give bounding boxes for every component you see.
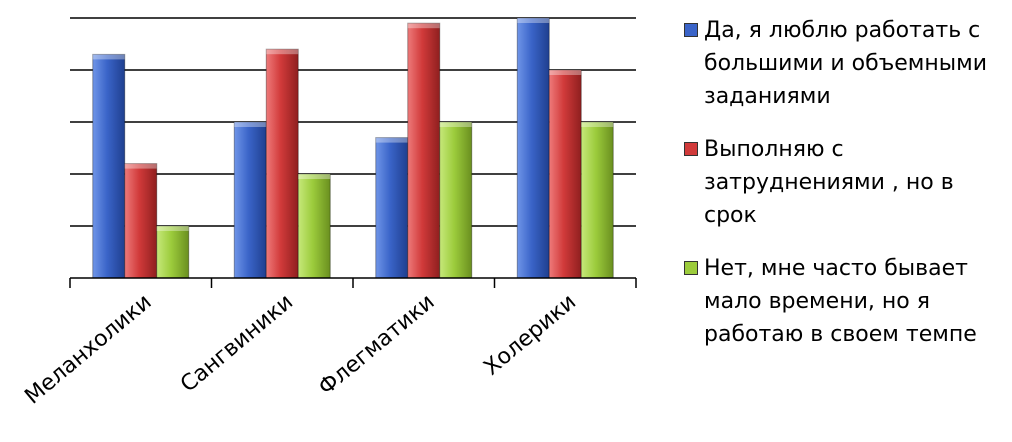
bar-top-highlight: [234, 122, 267, 127]
bars: [92, 17, 614, 279]
legend-label-series-1: Да, я люблю работать с большими и объемн…: [704, 18, 988, 109]
bar-top-highlight: [517, 18, 550, 23]
legend-item-series-1: Да, я люблю работать с большими и объемн…: [684, 14, 1009, 113]
bar-top-highlight: [581, 122, 614, 127]
bar-top-highlight: [266, 49, 299, 55]
bar-3-2: [297, 173, 331, 279]
bar-top-highlight: [92, 54, 125, 60]
x-tick-label: Флегматики: [314, 289, 440, 400]
bar-3-1: [156, 225, 190, 279]
x-tick-label: Холерики: [479, 289, 581, 380]
bar-3-3: [439, 121, 473, 279]
x-tick-label: Меланхолики: [20, 289, 156, 409]
legend-item-series-2: Выполняю с затруднениями , но в срок: [684, 133, 1009, 232]
bar-2-2: [265, 48, 299, 279]
bar-top-highlight: [549, 70, 582, 75]
bar-2-3: [407, 22, 441, 279]
x-axis: [69, 277, 637, 288]
bar-top-highlight: [124, 163, 157, 169]
x-tick-labels: Меланхолики Сангвиники Флегматики Холерики: [20, 289, 581, 409]
bar-2-1: [124, 163, 158, 279]
bar-2-4: [548, 69, 582, 279]
bar-chart: Меланхолики Сангвиники Флегматики Холерики: [20, 17, 637, 409]
legend-swatch-series-1: [684, 23, 698, 37]
bar-top-highlight: [375, 137, 408, 143]
bar-top-highlight: [156, 226, 189, 231]
legend-label-series-3: Нет, мне часто бывает мало времени, но я…: [704, 256, 977, 347]
bar-1-1: [92, 53, 126, 279]
legend-swatch-series-2: [684, 142, 698, 156]
bar-1-4: [516, 17, 550, 279]
bar-1-2: [233, 121, 267, 279]
bar-top-highlight: [298, 174, 331, 179]
x-tick-label: Сангвиники: [176, 289, 298, 397]
legend-swatch-series-3: [684, 261, 698, 275]
bar-3-4: [580, 121, 614, 279]
legend-label-series-2: Выполняю с затруднениями , но в срок: [704, 137, 954, 228]
bar-1-3: [375, 137, 409, 279]
bar-top-highlight: [407, 23, 440, 29]
legend-item-series-3: Нет, мне часто бывает мало времени, но я…: [684, 252, 1009, 351]
legend: Да, я люблю работать с большими и объемн…: [684, 14, 1009, 371]
bar-top-highlight: [439, 122, 472, 127]
